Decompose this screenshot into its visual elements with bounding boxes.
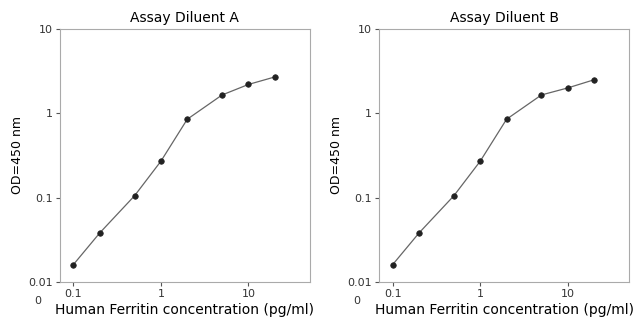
Title: Assay Diluent B: Assay Diluent B bbox=[449, 11, 559, 25]
Y-axis label: OD=450 nm: OD=450 nm bbox=[11, 116, 24, 195]
Title: Assay Diluent A: Assay Diluent A bbox=[131, 11, 239, 25]
Text: 0: 0 bbox=[353, 296, 360, 306]
Y-axis label: OD=450 nm: OD=450 nm bbox=[330, 116, 344, 195]
X-axis label: Human Ferritin concentration (pg/ml): Human Ferritin concentration (pg/ml) bbox=[374, 303, 634, 317]
X-axis label: Human Ferritin concentration (pg/ml): Human Ferritin concentration (pg/ml) bbox=[55, 303, 314, 317]
Text: 0: 0 bbox=[34, 296, 41, 306]
